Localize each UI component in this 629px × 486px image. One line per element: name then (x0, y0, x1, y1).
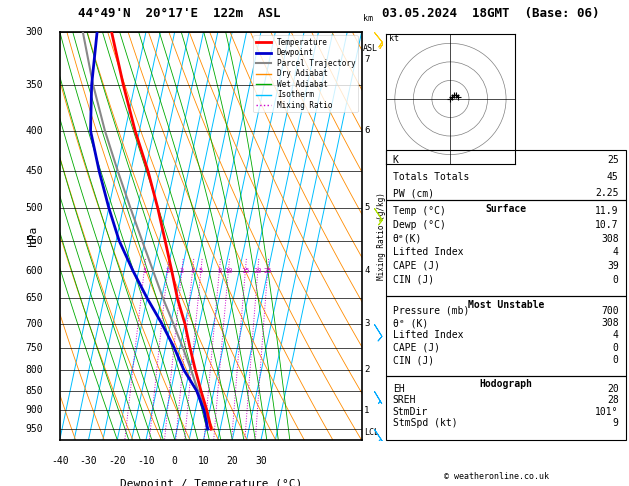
Text: © weatheronline.co.uk: © weatheronline.co.uk (445, 472, 549, 481)
Text: 550: 550 (26, 236, 43, 245)
Text: 20: 20 (607, 384, 619, 394)
Text: 10: 10 (224, 268, 233, 274)
Text: 900: 900 (26, 405, 43, 416)
Text: 350: 350 (26, 80, 43, 90)
Text: 450: 450 (26, 166, 43, 176)
Legend: Temperature, Dewpoint, Parcel Trajectory, Dry Adiabat, Wet Adiabat, Isotherm, Mi: Temperature, Dewpoint, Parcel Trajectory… (253, 35, 358, 112)
Text: -10: -10 (137, 456, 155, 466)
Text: 400: 400 (26, 126, 43, 136)
Text: 3: 3 (180, 268, 184, 274)
Text: Pressure (mb): Pressure (mb) (392, 306, 469, 315)
Text: 0: 0 (613, 275, 619, 285)
Text: 500: 500 (26, 203, 43, 213)
Text: 8: 8 (217, 268, 221, 274)
Text: -20: -20 (108, 456, 126, 466)
Text: 6: 6 (364, 126, 369, 135)
Text: 10.7: 10.7 (595, 220, 619, 230)
Text: StmSpd (kt): StmSpd (kt) (392, 418, 457, 428)
Text: 20: 20 (226, 456, 238, 466)
Text: 2.25: 2.25 (595, 188, 619, 198)
Text: Most Unstable: Most Unstable (467, 300, 544, 310)
Text: 700: 700 (601, 306, 619, 315)
Text: LCL: LCL (364, 428, 379, 437)
Text: 2: 2 (364, 365, 369, 374)
Text: 650: 650 (26, 293, 43, 303)
Text: 25: 25 (607, 155, 619, 165)
Text: 15: 15 (241, 268, 250, 274)
Text: Dewp (°C): Dewp (°C) (392, 220, 446, 230)
Text: 7: 7 (364, 55, 369, 64)
Text: K: K (392, 155, 399, 165)
Text: Hodograph: Hodograph (479, 379, 532, 389)
Text: 308: 308 (601, 318, 619, 328)
Text: -30: -30 (80, 456, 97, 466)
Text: 0: 0 (613, 343, 619, 353)
Text: SREH: SREH (392, 395, 416, 405)
Text: 600: 600 (26, 266, 43, 276)
Text: ASL: ASL (363, 44, 378, 53)
Text: -40: -40 (51, 456, 69, 466)
Text: Lifted Index: Lifted Index (392, 330, 464, 341)
Text: 28: 28 (607, 395, 619, 405)
Text: 850: 850 (26, 386, 43, 396)
Text: 10: 10 (198, 456, 209, 466)
Text: CAPE (J): CAPE (J) (392, 343, 440, 353)
Text: kt: kt (389, 35, 399, 43)
Text: 101°: 101° (595, 407, 619, 417)
Text: 950: 950 (26, 424, 43, 434)
Text: 4: 4 (613, 330, 619, 341)
Text: 03.05.2024  18GMT  (Base: 06): 03.05.2024 18GMT (Base: 06) (382, 7, 599, 20)
Text: 0: 0 (172, 456, 178, 466)
Text: PW (cm): PW (cm) (392, 188, 434, 198)
Text: 4: 4 (613, 247, 619, 258)
Text: 45: 45 (607, 172, 619, 181)
Text: 1: 1 (142, 268, 147, 274)
Text: 25: 25 (264, 268, 272, 274)
Text: 44°49'N  20°17'E  122m  ASL: 44°49'N 20°17'E 122m ASL (78, 7, 281, 20)
Text: km: km (363, 15, 373, 23)
Text: 5: 5 (199, 268, 203, 274)
Text: 3: 3 (364, 319, 369, 328)
Text: 4: 4 (364, 266, 369, 275)
Text: θᵉ(K): θᵉ(K) (392, 234, 422, 244)
Text: 300: 300 (26, 27, 43, 36)
Text: StmDir: StmDir (392, 407, 428, 417)
Text: CIN (J): CIN (J) (392, 355, 434, 365)
Text: 308: 308 (601, 234, 619, 244)
Text: EH: EH (392, 384, 404, 394)
Text: 30: 30 (255, 456, 267, 466)
Text: hPa: hPa (28, 226, 38, 246)
Text: CIN (J): CIN (J) (392, 275, 434, 285)
Text: 20: 20 (253, 268, 262, 274)
Text: Surface: Surface (485, 204, 526, 214)
Text: Lifted Index: Lifted Index (392, 247, 464, 258)
Text: 800: 800 (26, 365, 43, 375)
Text: 11.9: 11.9 (595, 207, 619, 216)
Text: 750: 750 (26, 343, 43, 352)
Text: Temp (°C): Temp (°C) (392, 207, 446, 216)
Text: 0: 0 (613, 355, 619, 365)
Text: Totals Totals: Totals Totals (392, 172, 469, 181)
Text: 39: 39 (607, 261, 619, 271)
Text: 2: 2 (165, 268, 170, 274)
Text: CAPE (J): CAPE (J) (392, 261, 440, 271)
Text: Mixing Ratio (g/kg): Mixing Ratio (g/kg) (377, 192, 386, 279)
Text: 9: 9 (613, 418, 619, 428)
Text: 4: 4 (191, 268, 194, 274)
Text: 1: 1 (364, 406, 369, 415)
Text: 700: 700 (26, 319, 43, 329)
Text: 5: 5 (364, 203, 369, 212)
Text: θᵉ (K): θᵉ (K) (392, 318, 428, 328)
Text: Dewpoint / Temperature (°C): Dewpoint / Temperature (°C) (120, 479, 302, 486)
